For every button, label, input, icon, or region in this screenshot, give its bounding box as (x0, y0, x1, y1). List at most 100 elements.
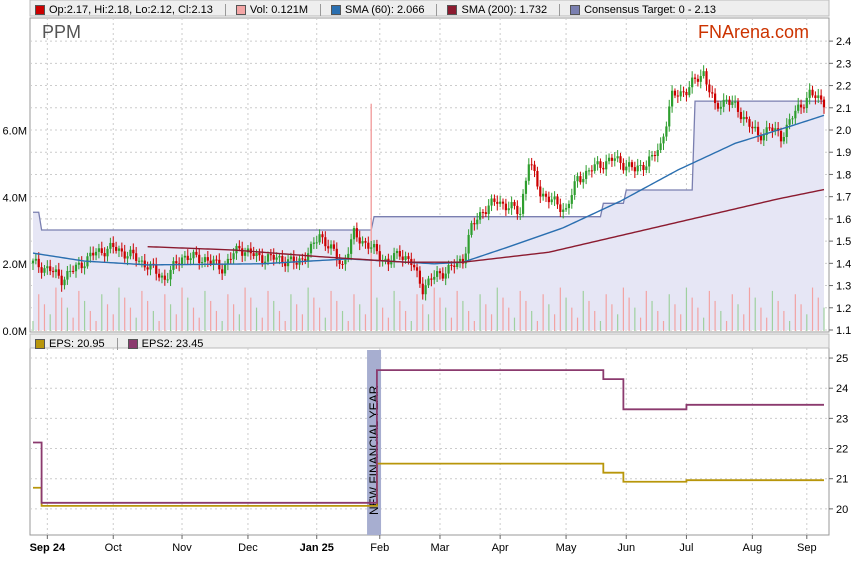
legend-swatch-sma60 (330, 5, 341, 15)
candle-body (384, 258, 387, 261)
candle-body (648, 156, 651, 167)
candle-body (484, 212, 487, 215)
candle-body (398, 250, 401, 257)
volume-bar (611, 304, 613, 331)
volume-bar (152, 310, 154, 331)
candle-body (229, 258, 232, 260)
volume-bar (599, 320, 602, 331)
candle-body (516, 205, 519, 215)
volume-bar (651, 300, 653, 331)
eps-axis-label: 24 (836, 383, 848, 395)
eps-legend-bar (29, 333, 830, 349)
candle-body (602, 167, 605, 170)
volume-bar (307, 287, 309, 331)
brand-logo[interactable]: FNArena.com (697, 22, 809, 42)
candle-body (650, 154, 654, 157)
volume-bar (605, 294, 607, 331)
candle-body (665, 126, 668, 137)
candle-body (791, 118, 794, 120)
volume-bar (290, 294, 292, 331)
volume-bar (192, 307, 195, 331)
volume-bar (49, 314, 51, 331)
candle-body (596, 161, 599, 165)
volume-bar (519, 290, 521, 331)
volume-bar (255, 307, 258, 331)
candle-body (817, 95, 820, 99)
candle-body (504, 203, 507, 211)
x-axis-label: Oct (105, 542, 122, 554)
candle-body (456, 261, 459, 268)
eps-axis-label: 21 (836, 474, 848, 486)
legend-eps: EPS: 20.95 (35, 338, 105, 350)
candle-body (401, 256, 404, 260)
candle-body (129, 249, 132, 257)
candle-body (722, 99, 725, 107)
volume-bar (760, 307, 762, 331)
candle-body (120, 248, 123, 252)
volume-bar (439, 297, 441, 331)
candle-body (719, 106, 722, 109)
eps-legend: EPS: 20.95 EPS2: 23.45 (35, 338, 215, 350)
eps-axis: 20 21 22 23 24 25 (829, 353, 848, 516)
volume-bar (502, 297, 504, 331)
volume-bar (210, 300, 212, 331)
volume-bar (450, 317, 453, 331)
candle-body (192, 251, 195, 259)
candle-body (66, 270, 69, 280)
volume-bar (129, 307, 132, 331)
volume-bar (330, 290, 332, 331)
volume-bar (536, 320, 539, 331)
volume-bar (175, 314, 177, 331)
candle-body (659, 143, 662, 151)
volume-bar (433, 287, 435, 331)
volume-bar (725, 320, 728, 331)
candle-body (481, 212, 485, 214)
volume-bars (32, 103, 825, 331)
candle-body (519, 213, 522, 215)
volume-bar (817, 297, 819, 331)
candle-body (407, 256, 410, 259)
volume-bar (628, 297, 630, 331)
volume-bar (347, 320, 349, 331)
candle-body (266, 254, 270, 262)
legend-swatch-target (570, 5, 581, 15)
candle-body (415, 267, 419, 271)
x-axis-label: Mar (430, 542, 449, 554)
volume-bar (662, 320, 665, 331)
candle-body (318, 234, 321, 243)
candle-body (805, 97, 808, 109)
volume-bar (364, 314, 367, 331)
candle-body (140, 260, 144, 262)
volume-bar (794, 294, 796, 331)
volume-bar (341, 310, 344, 331)
volume-bar (318, 307, 321, 331)
legend-separator (436, 4, 438, 16)
candle-body (226, 258, 229, 264)
candle-body (567, 203, 571, 209)
candle-body (550, 199, 553, 203)
candle-body (507, 208, 510, 211)
volume-bar (387, 317, 389, 331)
candle-body (553, 196, 556, 200)
candle-body (510, 202, 513, 209)
candle-body (135, 253, 138, 261)
candle-body (673, 90, 677, 96)
volume-bar (531, 310, 533, 331)
volume-bar (462, 300, 464, 331)
volume-bar (720, 310, 722, 331)
candle-body (324, 237, 327, 247)
volume-bar (106, 304, 109, 331)
candle-body (329, 244, 333, 249)
legend-swatch-eps2 (127, 339, 138, 349)
legend-ohlc-label: Op:2.17, Hi:2.18, Lo:2.12, Cl:2.13 (49, 4, 213, 16)
candle-body (421, 283, 424, 295)
price-axis-label: 1.8 (836, 169, 851, 181)
candle-body (97, 248, 101, 252)
candle-body (309, 243, 313, 254)
volume-bar (691, 297, 693, 331)
volume-bar (284, 320, 286, 331)
consensus-target-area (33, 101, 824, 330)
candle-body (72, 270, 75, 272)
candle-body (453, 265, 456, 268)
candle-body (126, 256, 129, 259)
